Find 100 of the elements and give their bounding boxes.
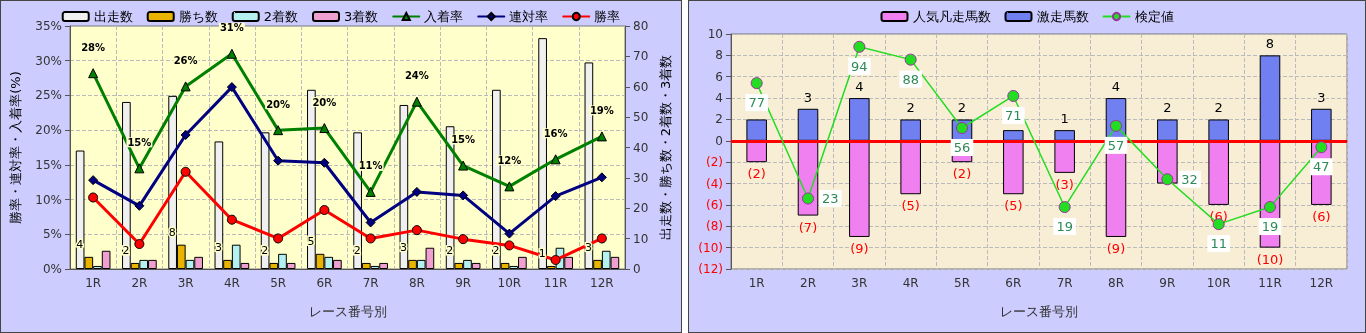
- bar: [1003, 140, 1024, 195]
- legend-label: 連対率: [509, 9, 549, 24]
- bar: [1259, 55, 1281, 141]
- data-label: 47: [1313, 159, 1330, 175]
- data-label: 94: [851, 58, 868, 74]
- data-label: 1: [538, 246, 546, 260]
- x-tick-label: 9R: [455, 276, 472, 290]
- point: [319, 123, 330, 134]
- data-label: 32: [1181, 171, 1198, 187]
- point: [458, 160, 469, 171]
- x-tick-label: 4R: [902, 276, 919, 290]
- y2-tick-label: 30: [633, 170, 649, 185]
- y-tick-label: 4: [715, 91, 723, 106]
- data-label: 2: [957, 100, 967, 116]
- bar: [1208, 140, 1229, 205]
- x-tick-label: 3R: [177, 276, 194, 290]
- y2-tick-label: 20: [633, 201, 649, 216]
- y2-tick-label: 50: [633, 110, 649, 125]
- data-label: 2: [1214, 100, 1223, 116]
- y-tick-label: 25%: [35, 88, 62, 103]
- bar: [1054, 130, 1075, 141]
- data-label: (5): [901, 198, 920, 214]
- data-label: 2: [1163, 100, 1172, 116]
- bar: [849, 140, 870, 237]
- point: [750, 77, 763, 90]
- data-label: 19%: [589, 104, 614, 116]
- point: [550, 254, 561, 265]
- data-label: 2: [122, 243, 130, 257]
- data-label: (2): [747, 166, 766, 182]
- data-label: (10): [1256, 251, 1284, 267]
- x-tick-label: 7R: [362, 276, 379, 290]
- data-label: 23: [822, 191, 839, 206]
- point: [458, 190, 469, 201]
- x-tick-label: 2R: [800, 276, 816, 290]
- data-label: (3): [1055, 176, 1074, 192]
- bar: [1208, 119, 1229, 141]
- point: [1110, 119, 1122, 132]
- legend-label: 3着数: [344, 9, 379, 24]
- point: [134, 239, 145, 249]
- y-tick-label: 10%: [35, 192, 62, 207]
- data-label: 2: [353, 243, 361, 257]
- point: [180, 81, 191, 92]
- point: [273, 125, 284, 136]
- point: [550, 191, 561, 202]
- x-axis-title: レース番号別: [1000, 304, 1078, 319]
- data-label: 5: [307, 234, 315, 248]
- point: [1058, 201, 1071, 214]
- data-label: 3: [803, 89, 813, 105]
- point: [273, 233, 284, 244]
- point: [365, 233, 376, 244]
- data-label: (9): [850, 240, 869, 256]
- x-tick-label: 11R: [543, 276, 568, 290]
- y-tick-label: 20%: [35, 123, 62, 138]
- point: [180, 130, 191, 140]
- data-label: 57: [1107, 137, 1125, 153]
- x-tick-label: 11R: [1258, 276, 1282, 290]
- y2-tick-label: 80: [633, 19, 649, 33]
- y2-tick-label: 70: [633, 49, 649, 64]
- data-label: 2: [261, 243, 269, 257]
- point: [596, 233, 607, 244]
- y-tick-label: (2): [706, 155, 723, 170]
- bar: [1157, 119, 1178, 141]
- point: [88, 175, 99, 186]
- y-tick-label: 8: [715, 48, 723, 63]
- data-label: 77: [748, 95, 765, 111]
- point: [550, 154, 561, 165]
- data-label: 11: [1210, 236, 1227, 252]
- y-tick-label: 0%: [42, 262, 62, 276]
- x-tick-label: 8R: [408, 276, 425, 290]
- legend-label: 人気凡走馬数: [912, 9, 991, 24]
- data-label: 2: [906, 100, 915, 116]
- y2-tick-label: 40: [633, 140, 649, 155]
- data-label: 3: [400, 240, 408, 254]
- x-tick-label: 8R: [1108, 276, 1124, 290]
- y-tick-label: 30%: [35, 53, 62, 68]
- data-label: 16%: [543, 127, 568, 139]
- data-label: 3: [585, 240, 593, 254]
- x-tick-label: 7R: [1056, 276, 1073, 290]
- data-label: 19: [1261, 219, 1279, 235]
- y-tick-label: (4): [706, 176, 723, 191]
- point: [596, 172, 607, 183]
- y-tick-label: (12): [698, 262, 723, 276]
- legend-label: 入着率: [424, 9, 464, 24]
- x-tick-label: 10R: [1206, 276, 1231, 290]
- point: [411, 186, 422, 197]
- point: [1007, 89, 1020, 102]
- point: [853, 40, 866, 53]
- point: [273, 155, 284, 166]
- x-tick-label: 12R: [590, 276, 614, 290]
- y-axis-title: 勝率・連対率・入着率(%): [8, 71, 23, 224]
- legend-label: 2着数: [263, 9, 299, 24]
- y-tick-label: (10): [698, 240, 723, 255]
- point: [411, 96, 422, 107]
- x-tick-label: 5R: [270, 276, 287, 290]
- point: [1161, 173, 1174, 186]
- point: [1315, 141, 1328, 154]
- x-tick-label: 6R: [1005, 276, 1022, 290]
- y-tick-label: 15%: [35, 157, 62, 172]
- data-label: 3: [1317, 89, 1326, 105]
- point: [226, 214, 237, 225]
